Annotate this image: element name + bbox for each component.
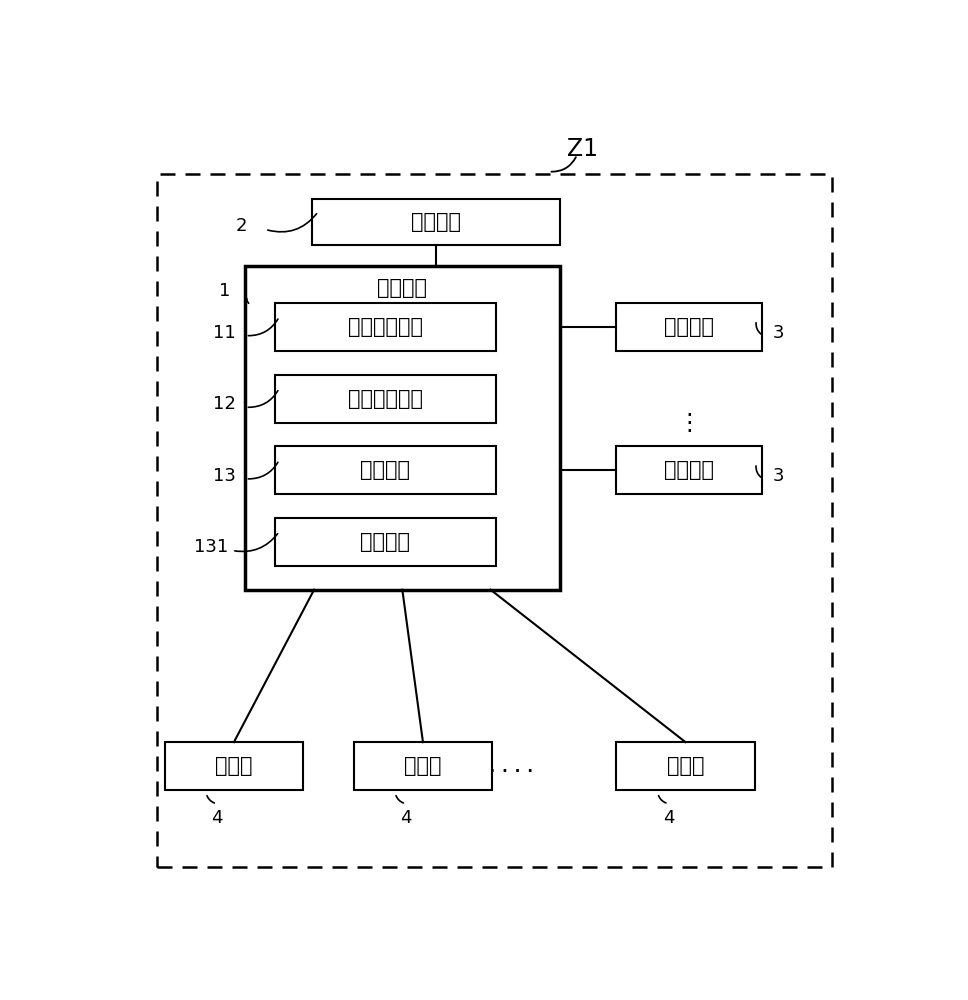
Bar bbox=[275, 303, 497, 351]
Text: 感测器: 感测器 bbox=[215, 756, 253, 776]
Text: 3: 3 bbox=[772, 324, 784, 342]
Text: ⋮: ⋮ bbox=[677, 411, 701, 435]
Text: 131: 131 bbox=[194, 538, 228, 556]
Text: 自动计算程序: 自动计算程序 bbox=[348, 389, 423, 409]
Bar bbox=[313, 199, 560, 245]
Text: 13: 13 bbox=[213, 467, 236, 485]
Text: Z1: Z1 bbox=[567, 137, 598, 161]
Text: 4: 4 bbox=[211, 809, 223, 827]
Text: ....: .... bbox=[486, 756, 536, 776]
Text: 室内设备: 室内设备 bbox=[664, 460, 714, 480]
Bar bbox=[617, 446, 763, 494]
Text: 学习模型: 学习模型 bbox=[360, 532, 410, 552]
Bar bbox=[275, 375, 497, 423]
Text: 2: 2 bbox=[235, 217, 247, 235]
Text: 室内设备: 室内设备 bbox=[664, 317, 714, 337]
Bar bbox=[245, 266, 560, 590]
Bar bbox=[353, 742, 493, 790]
Text: 4: 4 bbox=[663, 809, 675, 827]
Bar bbox=[165, 742, 303, 790]
Text: 1: 1 bbox=[219, 282, 230, 300]
Text: 感测器: 感测器 bbox=[667, 756, 705, 776]
Text: 学习程序: 学习程序 bbox=[360, 460, 410, 480]
Text: 人机界面: 人机界面 bbox=[411, 212, 461, 232]
Bar bbox=[617, 742, 755, 790]
Text: 3: 3 bbox=[772, 467, 784, 485]
Text: 4: 4 bbox=[401, 809, 411, 827]
Text: 预设控制程序: 预设控制程序 bbox=[348, 317, 423, 337]
Bar bbox=[275, 446, 497, 494]
Text: 12: 12 bbox=[213, 395, 236, 413]
Text: 11: 11 bbox=[213, 324, 236, 342]
Text: 控制设备: 控制设备 bbox=[378, 278, 427, 298]
Bar bbox=[617, 303, 763, 351]
Bar bbox=[275, 518, 497, 566]
Text: 感测器: 感测器 bbox=[405, 756, 441, 776]
